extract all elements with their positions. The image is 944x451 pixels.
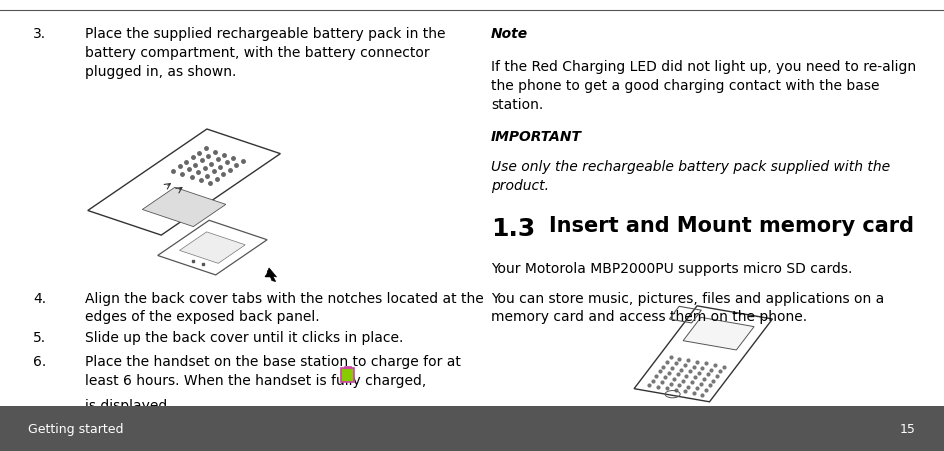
- Text: You can store music, pictures, files and applications on a
memory card and acces: You can store music, pictures, files and…: [491, 291, 885, 324]
- Text: 4.: 4.: [33, 291, 46, 305]
- Text: 15: 15: [900, 422, 916, 435]
- Text: Use only the rechargeable battery pack supplied with the
product.: Use only the rechargeable battery pack s…: [491, 160, 890, 193]
- Text: 5.: 5.: [33, 330, 46, 344]
- FancyBboxPatch shape: [342, 368, 355, 382]
- Text: 3.: 3.: [33, 27, 46, 41]
- Text: If the Red Charging LED did not light up, you need to re-align
the phone to get : If the Red Charging LED did not light up…: [491, 60, 916, 111]
- Text: Align the back cover tabs with the notches located at the
edges of the exposed b: Align the back cover tabs with the notch…: [85, 291, 483, 324]
- Text: Insert and Mount memory card: Insert and Mount memory card: [549, 216, 915, 235]
- Text: Place the supplied rechargeable battery pack in the
battery compartment, with th: Place the supplied rechargeable battery …: [85, 27, 446, 79]
- Text: is displayed.: is displayed.: [85, 398, 172, 412]
- Text: IMPORTANT: IMPORTANT: [491, 129, 582, 143]
- Polygon shape: [143, 188, 226, 227]
- Text: Place the handset on the base station to charge for at
least 6 hours. When the h: Place the handset on the base station to…: [85, 354, 461, 387]
- Text: Slide up the back cover until it clicks in place.: Slide up the back cover until it clicks …: [85, 330, 403, 344]
- Text: Your Motorola MBP2000PU supports micro SD cards.: Your Motorola MBP2000PU supports micro S…: [491, 262, 852, 276]
- Polygon shape: [266, 268, 277, 282]
- Polygon shape: [683, 318, 754, 350]
- FancyBboxPatch shape: [345, 367, 351, 368]
- Text: 1.3: 1.3: [491, 216, 535, 240]
- Text: Getting started: Getting started: [28, 422, 124, 435]
- FancyBboxPatch shape: [0, 406, 944, 451]
- Text: 6.: 6.: [33, 354, 46, 368]
- Text: Note: Note: [491, 27, 528, 41]
- Polygon shape: [179, 232, 245, 264]
